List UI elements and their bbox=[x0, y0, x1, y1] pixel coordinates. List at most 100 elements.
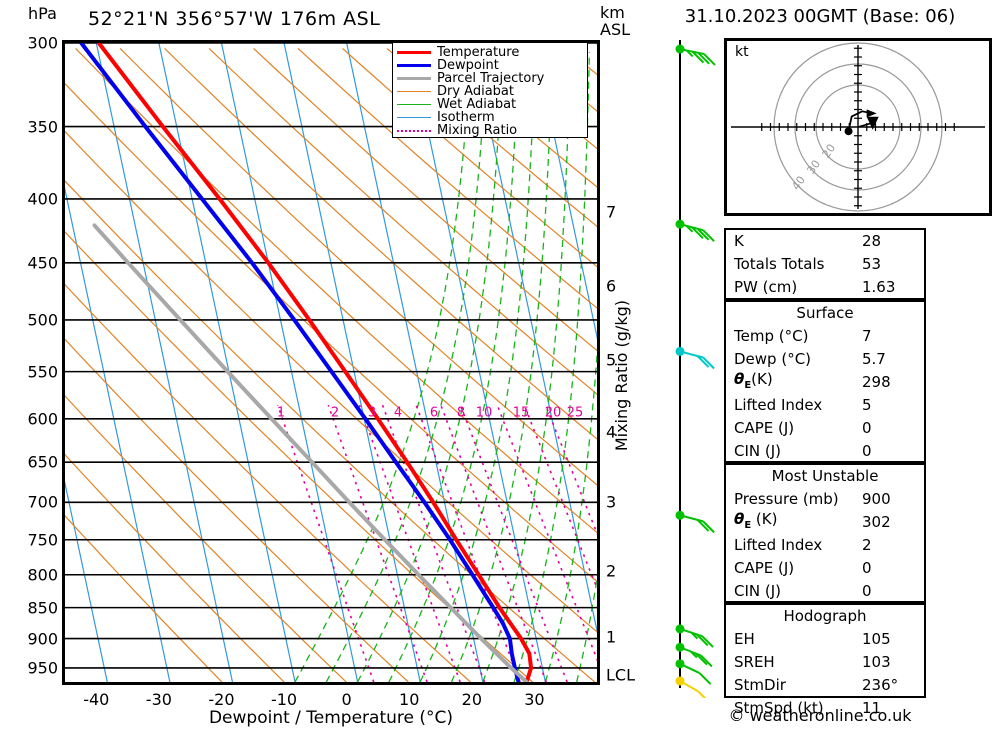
surface-row: Temp (°C) 7 bbox=[726, 325, 924, 348]
height-tick-7: 7 bbox=[606, 202, 617, 222]
temp-tick--30: -30 bbox=[145, 690, 172, 709]
hodograph-stats-row: StmSpd (kt) 11 bbox=[726, 697, 924, 720]
mixing-ratio-label-2: 2 bbox=[330, 405, 340, 421]
indices-row: PW (cm) 1.63 bbox=[726, 276, 924, 299]
temp-tick-0: 0 bbox=[341, 690, 352, 709]
pressure-tick-750: 750 bbox=[27, 530, 58, 550]
stat-key: SREH bbox=[734, 653, 775, 671]
wind-barb-shaft bbox=[679, 662, 700, 674]
panel-surface: Surface Temp (°C) 7 Dewp (°C) 5.7 θE(K) 298 Lif… bbox=[724, 300, 926, 463]
surface-row: CAPE (J) 0 bbox=[726, 417, 924, 440]
stat-key: PW (cm) bbox=[734, 278, 798, 296]
stat-value: 0 bbox=[862, 419, 872, 437]
dry-adiabat-line bbox=[65, 82, 597, 583]
parcel-trajectory-trace bbox=[92, 223, 529, 682]
wind-barb bbox=[675, 44, 716, 66]
legend-label: Parcel Trajectory bbox=[437, 71, 545, 86]
pressure-tick-500: 500 bbox=[27, 310, 58, 330]
stat-key: EH bbox=[734, 630, 755, 648]
dry-adiabat-line bbox=[297, 47, 597, 309]
wet-adiabat-line bbox=[388, 51, 520, 682]
dry-adiabat-line bbox=[65, 283, 471, 682]
pressure-tick-550: 550 bbox=[27, 362, 58, 382]
mixing-ratio-line bbox=[415, 404, 521, 682]
stat-key: Temp (°C) bbox=[734, 327, 809, 345]
stat-key: StmSpd (kt) bbox=[734, 699, 824, 717]
storm-motion-arrow bbox=[866, 116, 879, 130]
wind-barb-half-feather bbox=[686, 49, 694, 58]
pressure-tick-300: 300 bbox=[27, 33, 58, 53]
legend-swatch bbox=[397, 51, 431, 54]
stat-value: 0 bbox=[862, 442, 872, 460]
dry-adiabat-line bbox=[65, 395, 347, 682]
pressure-tick-950: 950 bbox=[27, 658, 58, 678]
mixing-ratio-line bbox=[440, 404, 547, 682]
height-tick-6: 6 bbox=[606, 276, 617, 296]
legend-swatch bbox=[397, 117, 431, 118]
wind-barb-full-feather bbox=[703, 53, 716, 66]
dry-adiabat-line bbox=[208, 47, 597, 395]
wind-barb bbox=[675, 642, 713, 668]
hodograph-start-marker bbox=[844, 127, 853, 136]
hodograph-ring-label-40: 40 bbox=[789, 174, 808, 193]
stat-value: 11 bbox=[862, 699, 882, 717]
wind-barb bbox=[675, 219, 715, 242]
hodograph-stats-row: EH 105 bbox=[726, 628, 924, 651]
height-tick-5: 5 bbox=[606, 350, 617, 370]
wind-barb-full-feather bbox=[702, 229, 715, 242]
legend-item-isotherm: Isotherm bbox=[397, 111, 583, 124]
run-datetime: 31.10.2023 00GMT (Base: 06) bbox=[684, 6, 956, 27]
most-unstable-heading: Most Unstable bbox=[771, 467, 879, 485]
pressure-tick-400: 400 bbox=[27, 189, 58, 209]
hodograph: kt 20 30 40 bbox=[724, 30, 992, 224]
mixing-ratio-label-1: 1 bbox=[276, 405, 286, 421]
height-unit-line1: km bbox=[600, 3, 625, 22]
panel-indices: K 28 Totals Totals 53 PW (cm) 1.63 bbox=[724, 228, 926, 300]
wind-barb bbox=[675, 510, 715, 534]
temp-tick-30: 30 bbox=[524, 690, 545, 709]
pressure-tick-650: 650 bbox=[27, 452, 58, 472]
wind-barb-shaft bbox=[679, 223, 704, 232]
wet-adiabat-line bbox=[544, 347, 597, 682]
legend-swatch bbox=[397, 77, 431, 80]
temperature-axis: -40 -30 -20 -10 0 10 20 30 bbox=[0, 690, 640, 712]
wind-barb-full-feather bbox=[697, 690, 710, 703]
indices-row: Totals Totals 53 bbox=[726, 253, 924, 276]
copyright-notice: © weatheronline.co.uk bbox=[728, 706, 912, 725]
pressure-tick-700: 700 bbox=[27, 492, 58, 512]
most-unstable-row: Pressure (mb) 900 bbox=[726, 488, 924, 511]
dry-adiabat-line bbox=[65, 453, 285, 682]
wind-barb-full-feather bbox=[700, 654, 713, 668]
stat-value: 1.63 bbox=[862, 278, 896, 296]
wind-barb-full-feather bbox=[702, 356, 715, 370]
stat-key: CIN (J) bbox=[734, 442, 782, 460]
wet-adiabat-line bbox=[325, 51, 488, 682]
dry-adiabat-line bbox=[564, 47, 597, 76]
stat-value: 0 bbox=[862, 582, 872, 600]
height-tick-lcl: LCL bbox=[606, 665, 635, 685]
dry-adiabat-line bbox=[65, 180, 596, 682]
temp-tick--20: -20 bbox=[208, 690, 235, 709]
mixing-ratio-line bbox=[327, 404, 428, 682]
stat-value: 5.7 bbox=[862, 350, 886, 368]
surface-heading: Surface bbox=[796, 304, 854, 322]
isotherm-line bbox=[533, 43, 597, 340]
wind-barb-full-feather bbox=[697, 52, 710, 65]
page-title: 52°21'N 356°57'W 176m ASL bbox=[88, 8, 381, 30]
mixing-ratio-axis-label: Mixing Ratio (g/kg) bbox=[612, 300, 631, 452]
height-axis: 7 6 5 4 3 2 1 LCL bbox=[606, 0, 646, 733]
stat-key: Lifted Index bbox=[734, 396, 823, 414]
stat-value: 900 bbox=[862, 490, 891, 508]
mixing-ratio-line bbox=[459, 404, 568, 682]
isotherm-line bbox=[158, 43, 296, 682]
stat-value: 7 bbox=[862, 327, 872, 345]
most-unstable-row: CAPE (J) 0 bbox=[726, 557, 924, 580]
pressure-unit-label: hPa bbox=[28, 4, 57, 23]
stat-key: CAPE (J) bbox=[734, 419, 795, 437]
wind-barb-full-feather bbox=[702, 520, 715, 534]
height-tick-3: 3 bbox=[606, 492, 617, 512]
temp-tick--10: -10 bbox=[270, 690, 298, 709]
skewt-chart: hPa km ASL 52°21'N 356°57'W 176m ASL 300… bbox=[0, 3, 640, 728]
dry-adiabat-line bbox=[75, 47, 597, 534]
